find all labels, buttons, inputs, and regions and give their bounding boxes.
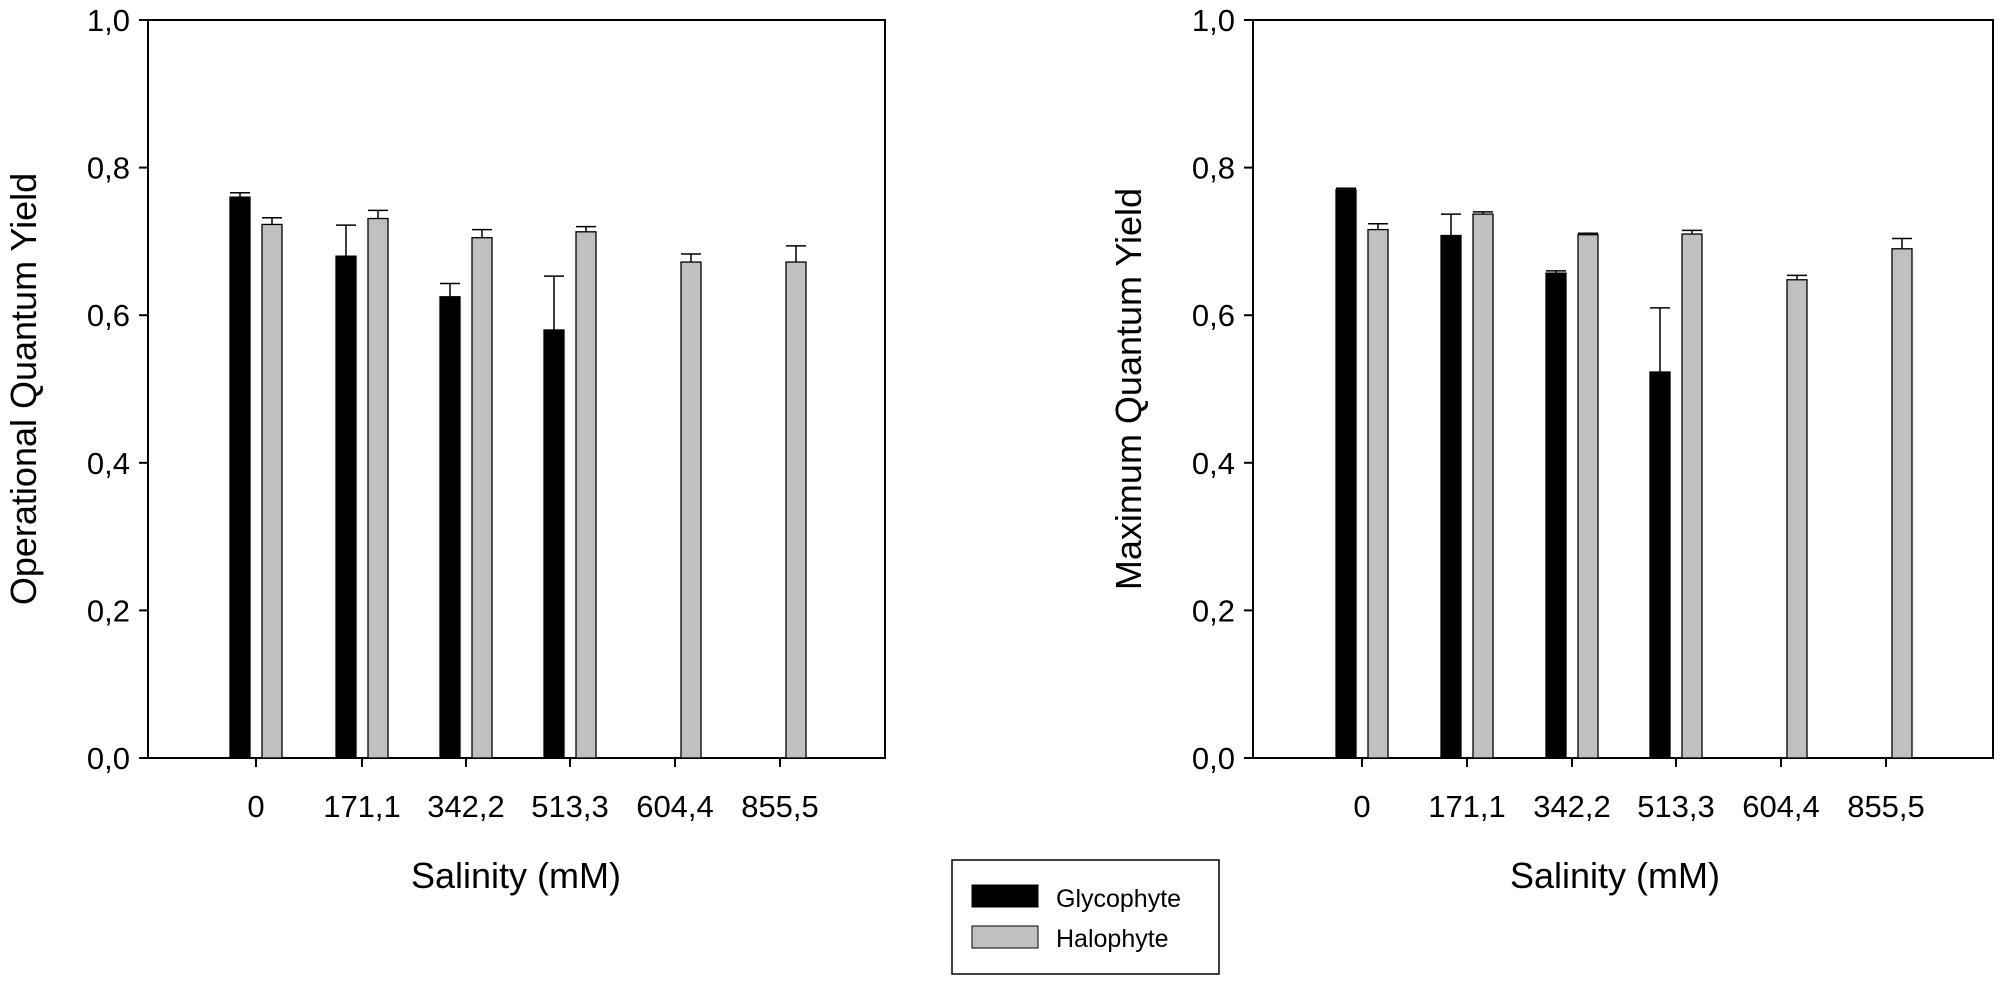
left-y-tick-label: 0,6 xyxy=(87,298,130,333)
left-x-tick-label: 604,4 xyxy=(636,789,714,824)
right-chart-marks: 0,0 0,2 0,4 0,6 0,8 1,0 0 171,1 342,2 513,3 604,4 8… xyxy=(1192,3,1925,824)
right-bar-halophyte xyxy=(1577,234,1599,759)
left-bar-glycophyte xyxy=(543,329,565,759)
legend-swatch-glycophyte xyxy=(971,884,1039,908)
right-bar-glycophyte xyxy=(1649,371,1671,759)
legend-label-glycophyte: Glycophyte xyxy=(1056,885,1181,913)
left-y-tick-label: 0,4 xyxy=(87,446,130,481)
left-bar-glycophyte xyxy=(335,255,357,759)
right-bar-glycophyte xyxy=(1335,189,1357,759)
left-bar-halophyte xyxy=(575,231,597,759)
left-bar-halophyte xyxy=(471,237,493,759)
left-y-tick-label: 0,2 xyxy=(87,593,130,628)
left-x-tick-label: 855,5 xyxy=(741,789,819,824)
right-bar-halophyte xyxy=(1681,233,1703,759)
right-y-tick-label: 0,0 xyxy=(1192,741,1235,776)
right-y-tick-label: 0,8 xyxy=(1192,151,1235,186)
right-plot-frame xyxy=(1252,19,1994,759)
left-bar-halophyte xyxy=(261,223,283,759)
right-x-tick-label: 342,2 xyxy=(1533,789,1611,824)
right-x-tick-label: 855,5 xyxy=(1847,789,1925,824)
right-y-tick-label: 0,2 xyxy=(1192,593,1235,628)
left-x-axis-title: Salinity (mM) xyxy=(411,855,621,896)
left-x-tick-label: 513,3 xyxy=(531,789,609,824)
right-y-axis-title: Maximum Quantum Yield xyxy=(1108,188,1149,590)
legend-label-halophyte: Halophyte xyxy=(1056,925,1169,953)
legend-box xyxy=(951,859,1220,975)
left-plot-frame xyxy=(147,19,886,759)
legend: Glycophyte Halophyte xyxy=(951,859,1220,975)
left-x-tick-label: 171,1 xyxy=(323,789,401,824)
right-x-tick-label: 171,1 xyxy=(1428,789,1506,824)
right-bar-glycophyte xyxy=(1545,272,1567,759)
left-y-tick-label: 0,8 xyxy=(87,151,130,186)
left-chart-marks: 0,0 0,2 0,4 0,6 0,8 1,0 0 171,1 342,2 513,3 604,4 8… xyxy=(87,3,819,824)
left-bar-halophyte xyxy=(680,261,702,759)
right-y-tick-label: 0,4 xyxy=(1192,446,1235,481)
right-bar-halophyte xyxy=(1367,228,1389,759)
left-bar-halophyte xyxy=(367,217,389,759)
left-bar-glycophyte xyxy=(439,296,461,759)
legend-swatch-halophyte xyxy=(971,925,1039,949)
right-bar-halophyte xyxy=(1786,279,1808,759)
right-x-axis-title: Salinity (mM) xyxy=(1510,855,1720,896)
left-x-tick-label: 342,2 xyxy=(427,789,505,824)
left-y-axis-title: Operational Quantum Yield xyxy=(3,173,44,605)
left-x-tick-label: 0 xyxy=(247,789,264,824)
left-bar-halophyte xyxy=(785,261,807,759)
right-x-tick-label: 513,3 xyxy=(1637,789,1715,824)
left-y-tick-label: 1,0 xyxy=(87,3,130,38)
right-bar-halophyte xyxy=(1472,213,1494,759)
right-x-tick-label: 604,4 xyxy=(1742,789,1820,824)
right-y-tick-label: 1,0 xyxy=(1192,3,1235,38)
right-bar-halophyte xyxy=(1891,248,1913,759)
left-bar-glycophyte xyxy=(229,196,251,759)
right-bar-glycophyte xyxy=(1440,234,1462,759)
right-x-tick-label: 0 xyxy=(1353,789,1370,824)
left-y-tick-label: 0,0 xyxy=(87,741,130,776)
right-y-tick-label: 0,6 xyxy=(1192,298,1235,333)
